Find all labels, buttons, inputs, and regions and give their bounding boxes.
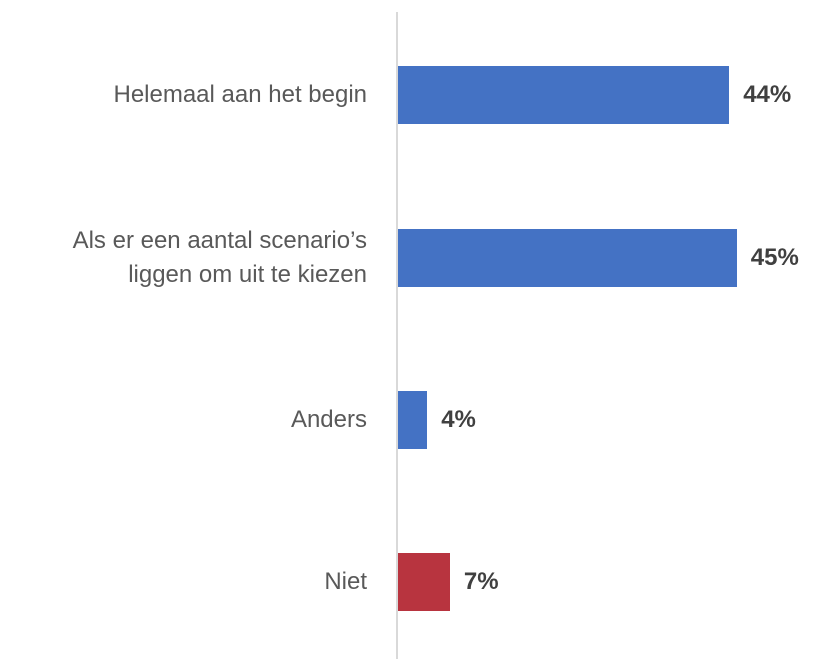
bar	[397, 553, 450, 611]
value-label: 4%	[441, 406, 476, 433]
bar	[397, 229, 737, 287]
category-label: Niet	[324, 568, 367, 595]
category-label: Anders	[290, 406, 367, 433]
category-label: Als er een aantal scenario’s liggen om u…	[72, 227, 367, 288]
value-label: 44%	[743, 81, 792, 108]
value-label: 7%	[463, 568, 499, 595]
bar	[397, 391, 428, 449]
category-label: Helemaal aan het begin	[113, 81, 367, 108]
bar	[397, 66, 730, 124]
axis-line	[396, 12, 398, 659]
value-label: 45%	[750, 244, 799, 271]
